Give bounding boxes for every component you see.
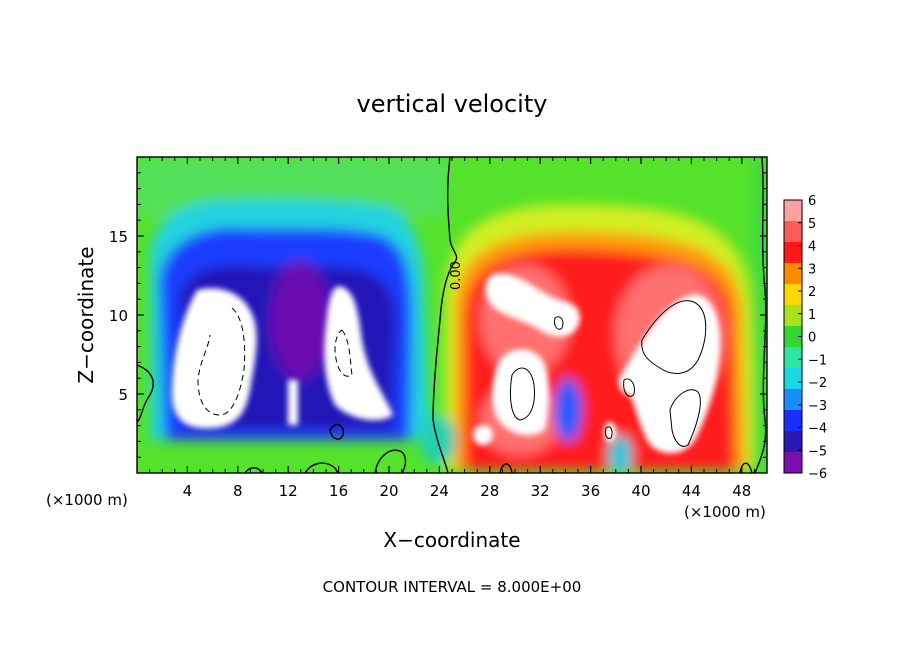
- updraft-contour-right-2: [669, 389, 701, 447]
- zero-contour-bottom-2: [304, 462, 339, 473]
- zero-contour-bottom-1: [374, 449, 407, 473]
- colorbar-label: 3: [808, 262, 816, 277]
- colorbar-label: −6: [808, 467, 827, 482]
- y-tick-label: 10: [109, 307, 128, 325]
- zero-contour-bottom-3: [244, 467, 263, 473]
- colorbar-swatch: [784, 326, 802, 348]
- updraft-contour-right: [641, 300, 707, 374]
- updraft-core-lower: [492, 349, 549, 436]
- zero-contour-left-edge: [137, 364, 154, 423]
- colorbar-swatch: [784, 221, 802, 243]
- blue-pocket: [554, 378, 582, 442]
- y-axis-label: Z−coordinate: [74, 246, 98, 383]
- contour-interval-footer: CONTOUR INTERVAL = 8.000E+00: [323, 578, 582, 596]
- y-axis: 5 10 15: [109, 172, 767, 458]
- x-unit-right: (×1000 m): [684, 503, 766, 521]
- colorbar-label: −1: [808, 353, 827, 368]
- colorbar-label: −4: [808, 422, 827, 437]
- colorbar-swatch: [784, 200, 802, 222]
- zero-contour-bottom-4: [499, 463, 513, 473]
- downdraft-core-left: [172, 288, 257, 429]
- colorbar-swatch: [784, 263, 802, 285]
- colorbar-swatch: [784, 410, 802, 432]
- x-tick-label: 44: [682, 482, 701, 500]
- colorbar-swatch: [784, 305, 802, 327]
- zero-contour-mid-1: [329, 423, 344, 440]
- colorbar-swatch: [784, 389, 802, 411]
- colorbar-label: 0: [808, 331, 816, 346]
- x-tick-label: 36: [581, 482, 600, 500]
- colorbar-label: 1: [808, 308, 816, 323]
- x-tick-label: 8: [233, 482, 243, 500]
- x-tick-label: 48: [732, 482, 751, 500]
- colorbar-swatch: [784, 347, 802, 369]
- x-tick-label: 12: [279, 482, 298, 500]
- updraft-contour-lower: [509, 367, 535, 421]
- updraft-contour-small: [623, 378, 635, 397]
- colorbar-swatch: [784, 242, 802, 264]
- updraft-contour-tiny: [604, 426, 613, 439]
- colorbar-swatch: [784, 431, 802, 453]
- chart-title: vertical velocity: [357, 90, 548, 118]
- x-tick-label: 28: [480, 482, 499, 500]
- x-axis-label: X−coordinate: [383, 528, 520, 552]
- x-tick-label: 4: [183, 482, 193, 500]
- x-axis: 4 8 12 16 20 24 28 32 36 40 44 48: [149, 157, 755, 500]
- colorbar-label: −5: [808, 444, 827, 459]
- zero-contour-main: [432, 157, 458, 473]
- x-tick-label: 20: [379, 482, 398, 500]
- updraft-core-right: [618, 294, 721, 454]
- colorbar-swatch: [784, 368, 802, 390]
- updraft-contour-upper: [554, 316, 564, 330]
- updraft-core-upper: [485, 273, 580, 337]
- colorbar-label: −2: [808, 376, 827, 391]
- colorbar-label: 5: [808, 217, 816, 232]
- x-tick-label: 40: [631, 482, 650, 500]
- downdraft-contour-right: [334, 329, 353, 377]
- colorbar: 6 5 4 3 2 1 0 −1 −2 −3 −4 −5 −6: [783, 194, 827, 482]
- colorbar-label: 4: [808, 240, 816, 255]
- colorbar-swatch: [784, 452, 802, 474]
- zero-contour-bottom-5: [739, 462, 753, 473]
- colorbar-label: 6: [808, 194, 816, 209]
- y-tick-label: 5: [118, 386, 128, 404]
- x-unit-left: (×1000 m): [46, 491, 128, 509]
- colorbar-label: −3: [808, 399, 827, 414]
- velocity-field: [137, 157, 767, 473]
- colorbar-swatch: [784, 284, 802, 306]
- colorbar-label: 2: [808, 285, 816, 300]
- x-tick-label: 16: [329, 482, 348, 500]
- downdraft-core-right: [324, 286, 393, 421]
- contour-label: 0.00: [449, 261, 464, 290]
- x-tick-label: 24: [430, 482, 449, 500]
- y-tick-label: 15: [109, 228, 128, 246]
- x-tick-label: 32: [531, 482, 550, 500]
